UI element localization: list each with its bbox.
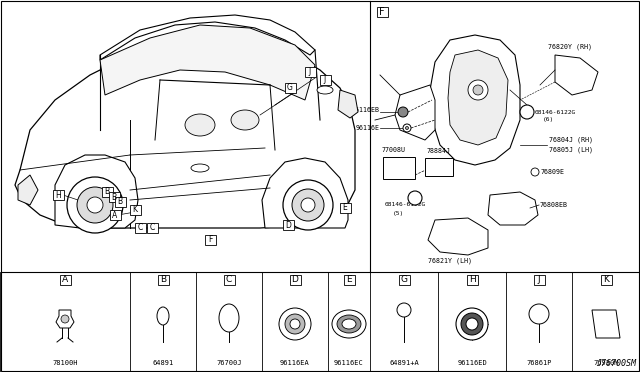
Text: E: E bbox=[342, 203, 348, 212]
FancyBboxPatch shape bbox=[205, 235, 216, 245]
Text: 78884J: 78884J bbox=[427, 148, 451, 154]
Polygon shape bbox=[592, 310, 620, 338]
Polygon shape bbox=[55, 155, 138, 228]
Text: 08146-6122G: 08146-6122G bbox=[385, 202, 426, 208]
Circle shape bbox=[87, 197, 103, 213]
Polygon shape bbox=[15, 38, 355, 228]
Text: K: K bbox=[603, 276, 609, 285]
Text: D: D bbox=[285, 221, 291, 230]
Polygon shape bbox=[428, 218, 488, 255]
FancyBboxPatch shape bbox=[289, 275, 301, 285]
Ellipse shape bbox=[332, 310, 366, 338]
Circle shape bbox=[406, 126, 408, 129]
FancyBboxPatch shape bbox=[305, 67, 316, 77]
Text: G: G bbox=[401, 276, 408, 285]
FancyBboxPatch shape bbox=[129, 205, 141, 215]
Text: B: B bbox=[104, 187, 109, 196]
Polygon shape bbox=[555, 55, 598, 95]
Text: B: B bbox=[111, 192, 116, 202]
Circle shape bbox=[292, 189, 324, 221]
Text: 76820Y (RH): 76820Y (RH) bbox=[548, 44, 592, 50]
FancyBboxPatch shape bbox=[157, 275, 168, 285]
Text: 96116EA: 96116EA bbox=[280, 360, 310, 366]
Polygon shape bbox=[56, 310, 74, 328]
Polygon shape bbox=[395, 85, 435, 140]
Text: (6): (6) bbox=[543, 118, 554, 122]
Text: F: F bbox=[208, 235, 212, 244]
Text: 96116E: 96116E bbox=[356, 125, 380, 131]
FancyBboxPatch shape bbox=[223, 275, 234, 285]
FancyBboxPatch shape bbox=[376, 7, 387, 17]
FancyBboxPatch shape bbox=[115, 197, 125, 207]
FancyBboxPatch shape bbox=[600, 275, 611, 285]
Circle shape bbox=[279, 308, 311, 340]
Circle shape bbox=[398, 107, 408, 117]
Text: 64891+A: 64891+A bbox=[389, 360, 419, 366]
Polygon shape bbox=[430, 35, 520, 165]
Text: (5): (5) bbox=[393, 211, 404, 215]
Text: A: A bbox=[62, 276, 68, 285]
Text: 76805J (LH): 76805J (LH) bbox=[549, 147, 593, 153]
FancyBboxPatch shape bbox=[147, 223, 157, 233]
Text: G: G bbox=[287, 83, 293, 93]
Text: J: J bbox=[309, 67, 311, 77]
Bar bbox=[383, 157, 415, 179]
Text: 08146-6122G: 08146-6122G bbox=[535, 109, 576, 115]
Circle shape bbox=[285, 314, 305, 334]
Text: 76809E: 76809E bbox=[541, 169, 565, 175]
Ellipse shape bbox=[219, 304, 239, 332]
Circle shape bbox=[531, 168, 539, 176]
Ellipse shape bbox=[157, 307, 169, 325]
Text: 76930M: 76930M bbox=[593, 360, 619, 366]
Text: J: J bbox=[324, 76, 326, 84]
Text: 96116EC: 96116EC bbox=[334, 360, 364, 366]
Text: 76700J: 76700J bbox=[216, 360, 242, 366]
Polygon shape bbox=[262, 158, 348, 228]
Ellipse shape bbox=[61, 315, 69, 323]
FancyBboxPatch shape bbox=[109, 210, 120, 220]
Circle shape bbox=[403, 124, 411, 132]
Text: B: B bbox=[412, 195, 418, 201]
Polygon shape bbox=[338, 90, 358, 118]
Text: D: D bbox=[292, 276, 298, 285]
Text: A: A bbox=[113, 211, 118, 219]
Circle shape bbox=[456, 308, 488, 340]
Text: 76821Y (LH): 76821Y (LH) bbox=[428, 258, 472, 264]
Text: J: J bbox=[538, 276, 540, 285]
FancyBboxPatch shape bbox=[60, 275, 70, 285]
Text: 96116EB: 96116EB bbox=[352, 107, 380, 113]
Polygon shape bbox=[488, 192, 538, 225]
Text: J76700SM: J76700SM bbox=[596, 359, 636, 368]
Text: 76804J (RH): 76804J (RH) bbox=[549, 137, 593, 143]
Ellipse shape bbox=[231, 110, 259, 130]
Circle shape bbox=[520, 105, 534, 119]
FancyBboxPatch shape bbox=[134, 223, 145, 233]
Text: C: C bbox=[138, 224, 143, 232]
Text: H: H bbox=[468, 276, 476, 285]
Circle shape bbox=[529, 304, 549, 324]
FancyBboxPatch shape bbox=[534, 275, 545, 285]
Text: 76861P: 76861P bbox=[526, 360, 552, 366]
Text: H: H bbox=[55, 190, 61, 199]
Polygon shape bbox=[448, 50, 508, 145]
Text: 77008U: 77008U bbox=[382, 147, 406, 153]
FancyBboxPatch shape bbox=[102, 187, 113, 197]
Text: 76808EB: 76808EB bbox=[540, 202, 568, 208]
Circle shape bbox=[473, 85, 483, 95]
Text: 96116ED: 96116ED bbox=[457, 360, 487, 366]
Text: B: B bbox=[117, 198, 123, 206]
Circle shape bbox=[77, 187, 113, 223]
FancyBboxPatch shape bbox=[282, 220, 294, 230]
Circle shape bbox=[301, 198, 315, 212]
FancyBboxPatch shape bbox=[109, 192, 120, 202]
Circle shape bbox=[283, 180, 333, 230]
Circle shape bbox=[397, 303, 411, 317]
FancyBboxPatch shape bbox=[339, 203, 351, 213]
Text: B: B bbox=[160, 276, 166, 285]
Circle shape bbox=[408, 191, 422, 205]
Ellipse shape bbox=[337, 315, 361, 333]
Ellipse shape bbox=[342, 319, 356, 329]
Text: 78100H: 78100H bbox=[52, 360, 77, 366]
Circle shape bbox=[466, 318, 478, 330]
